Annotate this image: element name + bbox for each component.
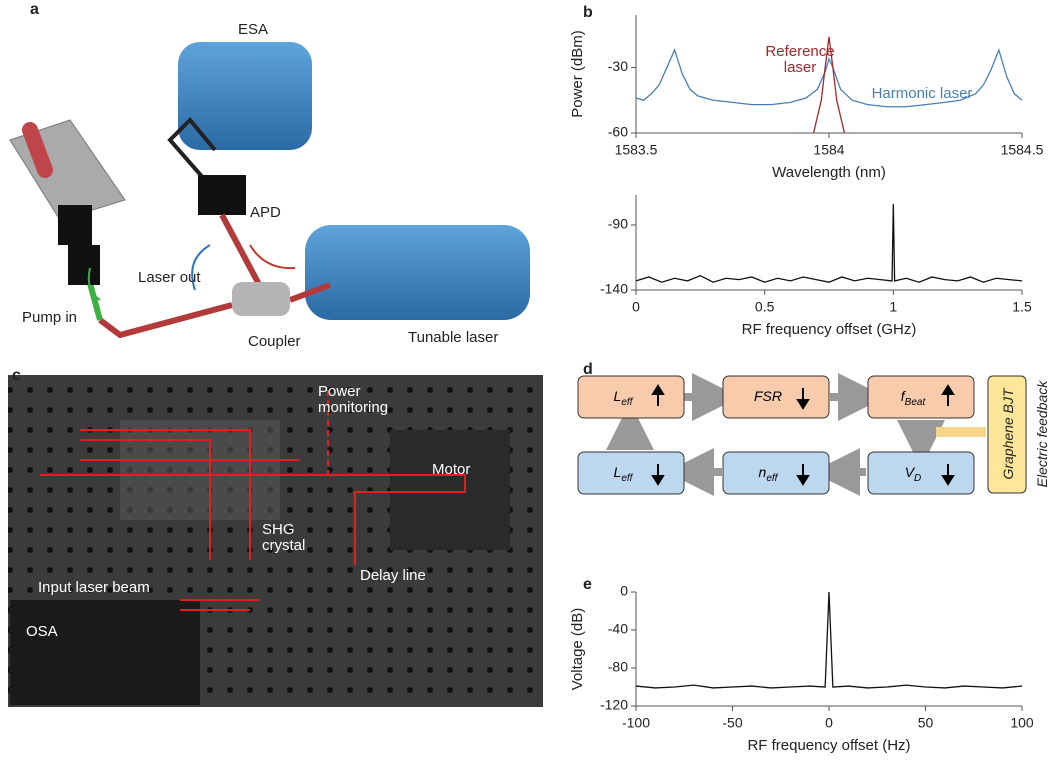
node-label: VD [888,464,938,484]
node-label: Leff [598,388,648,408]
photo-label: Motor [432,462,492,478]
x-tick-label: 0 [632,299,640,315]
side-label: Graphene BJT [1000,374,1016,494]
note-label: Electric feedback [1034,374,1050,494]
x-tick-label: 100 [1010,715,1034,731]
y-tick-label: 0 [620,583,628,599]
photo-label: OSA [26,624,76,640]
x-tick-label: 0.5 [755,299,775,315]
node-text: FSR [754,388,782,404]
node-sub: eff [621,397,632,408]
panel-label: c [12,368,21,384]
x-tick-label: 0 [825,715,833,731]
y-axis-label: Voltage (dB) [569,608,586,691]
schematic-label: APD [250,205,281,221]
node-sub: eff [621,473,632,484]
series-line [636,204,1022,282]
fiber [100,305,232,335]
node-sub: D [914,473,921,484]
node-label: fBeat [888,388,938,408]
x-tick-label: 1584.5 [1001,142,1044,158]
block [58,205,92,245]
photo-label: SHG crystal [262,522,322,554]
panel-label: d [583,362,593,378]
esa-box [178,42,312,150]
schematic-label: Laser out [138,270,201,286]
x-axis-label: Wavelength (nm) [772,164,886,181]
x-tick-label: 1 [889,299,897,315]
photo-label: Power monitoring [318,384,408,416]
series-line [636,592,1022,688]
y-tick-label: -30 [608,58,628,74]
schematic-label: Coupler [248,334,301,350]
x-tick-label: 50 [918,715,934,731]
series-label: Harmonic laser [862,86,982,102]
x-tick-label: -100 [622,715,650,731]
series-label: Reference laser [760,44,840,76]
node-sub: eff [766,473,777,484]
y-tick-label: -80 [608,659,628,675]
y-tick-label: -140 [600,281,628,297]
photo-label: Input laser beam [38,580,178,596]
panel-label: e [583,577,592,593]
node-text: V [905,464,914,480]
y-tick-label: -120 [600,697,628,713]
schematic-label: ESA [238,22,268,38]
figure: 1583.5 1584 1584.5 -60 -30 Wavelength (nm) Pow… [0,0,1053,767]
y-tick-label: -40 [608,621,628,637]
node-sub: Beat [905,397,926,408]
y-axis-label: Power (dBm) [569,30,586,118]
schematic [10,42,530,335]
schematic-label: Tunable laser [408,330,498,346]
panel-label: a [30,2,39,18]
photo-label: Delay line [360,568,460,584]
x-tick-label: 1.5 [1012,299,1032,315]
arrow [250,245,295,268]
x-axis-label: RF frequency offset (Hz) [747,737,910,754]
laser-box [305,225,530,320]
block [68,245,100,285]
x-tick-label: 1583.5 [615,142,658,158]
node-label: FSR [743,388,793,404]
y-tick-label: -90 [608,216,628,232]
coupler [232,282,290,316]
schematic-label: Pump in [22,310,77,326]
figure-graphics: 1583.5 1584 1584.5 -60 -30 Wavelength (nm) Pow… [0,0,1053,767]
node-label: neff [743,464,793,484]
x-axis-label: RF frequency offset (GHz) [742,321,917,338]
apd-box [198,175,246,215]
x-tick-label: -50 [722,715,742,731]
node-label: Leff [598,464,648,484]
panel-label: b [583,5,593,21]
y-tick-label: -60 [608,124,628,140]
x-tick-label: 1584 [813,142,844,158]
